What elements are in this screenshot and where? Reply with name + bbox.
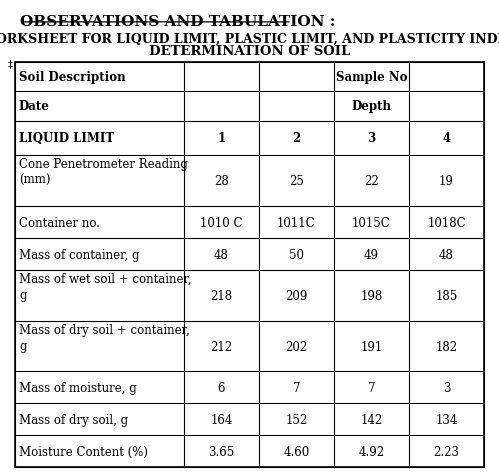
Text: Mass of dry soil + container,
g: Mass of dry soil + container, g: [19, 323, 190, 352]
Text: 3: 3: [367, 132, 376, 145]
Text: Mass of container, g: Mass of container, g: [19, 248, 139, 261]
Text: OBSERVATIONS AND TABULATION :: OBSERVATIONS AND TABULATION :: [20, 15, 335, 29]
Text: 152: 152: [285, 413, 307, 426]
Text: Mass of moisture, g: Mass of moisture, g: [19, 381, 137, 394]
Text: 2.23: 2.23: [434, 445, 460, 458]
Text: Sample No: Sample No: [336, 71, 407, 84]
Text: DETERMINATION OF SOIL: DETERMINATION OF SOIL: [149, 45, 350, 58]
Text: Date: Date: [19, 100, 50, 113]
Text: 202: 202: [285, 340, 307, 353]
Text: 50: 50: [289, 248, 304, 261]
Text: Mass of wet soil + container,
g: Mass of wet soil + container, g: [19, 272, 192, 301]
Text: 4.92: 4.92: [358, 445, 385, 458]
Text: 4: 4: [443, 132, 451, 145]
Text: 25: 25: [289, 175, 304, 188]
Text: 191: 191: [360, 340, 383, 353]
Text: 3: 3: [443, 381, 450, 394]
Text: 6: 6: [218, 381, 225, 394]
Text: 185: 185: [436, 289, 458, 302]
Text: 1015C: 1015C: [352, 216, 391, 229]
Text: 1018C: 1018C: [427, 216, 466, 229]
Text: Moisture Content (%): Moisture Content (%): [19, 445, 148, 458]
Text: Soil Description: Soil Description: [19, 71, 126, 84]
Text: ‡: ‡: [7, 59, 12, 69]
Text: 1: 1: [217, 132, 226, 145]
Text: 19: 19: [439, 175, 454, 188]
Text: 22: 22: [364, 175, 379, 188]
Text: 182: 182: [436, 340, 458, 353]
Text: 28: 28: [214, 175, 229, 188]
Text: 4.60: 4.60: [283, 445, 309, 458]
Text: 209: 209: [285, 289, 307, 302]
Text: WORKSHEET FOR LIQUID LIMIT, PLASTIC LIMIT, AND PLASTICITY INDEX: WORKSHEET FOR LIQUID LIMIT, PLASTIC LIMI…: [0, 32, 499, 45]
Text: Cone Penetrometer Reading
(mm): Cone Penetrometer Reading (mm): [19, 158, 188, 187]
Text: 48: 48: [214, 248, 229, 261]
Text: 7: 7: [368, 381, 375, 394]
Text: 3.65: 3.65: [208, 445, 235, 458]
Text: 198: 198: [360, 289, 383, 302]
Bar: [15, 63, 484, 467]
Text: 1010 C: 1010 C: [200, 216, 243, 229]
Text: 164: 164: [210, 413, 233, 426]
Text: 2: 2: [292, 132, 300, 145]
Text: 142: 142: [360, 413, 383, 426]
Text: Mass of dry soil, g: Mass of dry soil, g: [19, 413, 128, 426]
Text: Container no.: Container no.: [19, 216, 100, 229]
Text: 1011C: 1011C: [277, 216, 316, 229]
Text: LIQUID LIMIT: LIQUID LIMIT: [19, 132, 114, 145]
Text: 7: 7: [292, 381, 300, 394]
Text: 49: 49: [364, 248, 379, 261]
Text: Depth: Depth: [351, 100, 391, 113]
Text: 134: 134: [435, 413, 458, 426]
Text: 218: 218: [210, 289, 233, 302]
Text: 48: 48: [439, 248, 454, 261]
Text: 212: 212: [210, 340, 233, 353]
